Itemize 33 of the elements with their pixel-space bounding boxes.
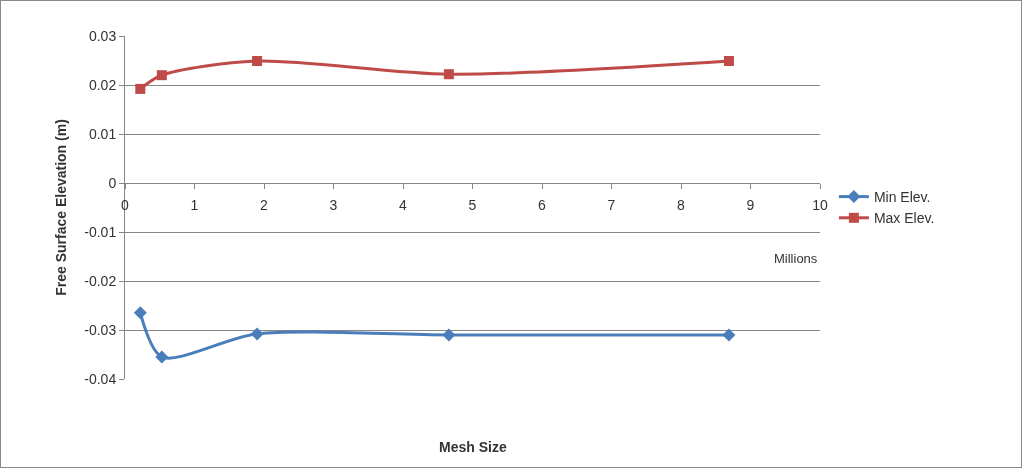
annotation: Millions [774, 251, 818, 266]
y-tick-label: 0 [108, 174, 117, 191]
point [155, 350, 169, 364]
y-tick-label: 0.01 [88, 125, 117, 142]
point [133, 306, 147, 320]
y-tick-label: 0.02 [88, 76, 117, 93]
x-tick-label: 1 [190, 196, 199, 213]
x-axis-title: Mesh Size [439, 439, 507, 455]
x-tick-label: 5 [468, 196, 477, 213]
point [156, 70, 167, 81]
point [723, 55, 734, 66]
y-tick-label: -0.03 [84, 321, 117, 338]
x-tick-label: 10 [812, 196, 828, 213]
y-axis-title: Free Surface Elevation (m) [52, 119, 69, 296]
point [135, 83, 146, 94]
x-tick-label: 4 [399, 196, 408, 213]
point [250, 327, 264, 341]
x-tick-label: 7 [607, 196, 616, 213]
y-tick-label: -0.04 [84, 370, 117, 387]
y-tick-label: -0.02 [84, 272, 117, 289]
point [722, 328, 736, 342]
point [252, 55, 263, 66]
x-tick-label: 9 [746, 196, 755, 213]
y-tick-label: -0.01 [84, 223, 117, 240]
legend-label: Min Elev. [873, 189, 931, 206]
x-tick-label: 2 [260, 196, 269, 213]
y-tick-label: 0.03 [88, 27, 117, 44]
point [443, 69, 454, 80]
legend-label: Max Elev. [873, 210, 935, 227]
x-tick-label: 8 [677, 196, 686, 213]
point [442, 328, 456, 342]
x-tick-label: 3 [329, 196, 338, 213]
x-tick-label: 6 [538, 196, 547, 213]
